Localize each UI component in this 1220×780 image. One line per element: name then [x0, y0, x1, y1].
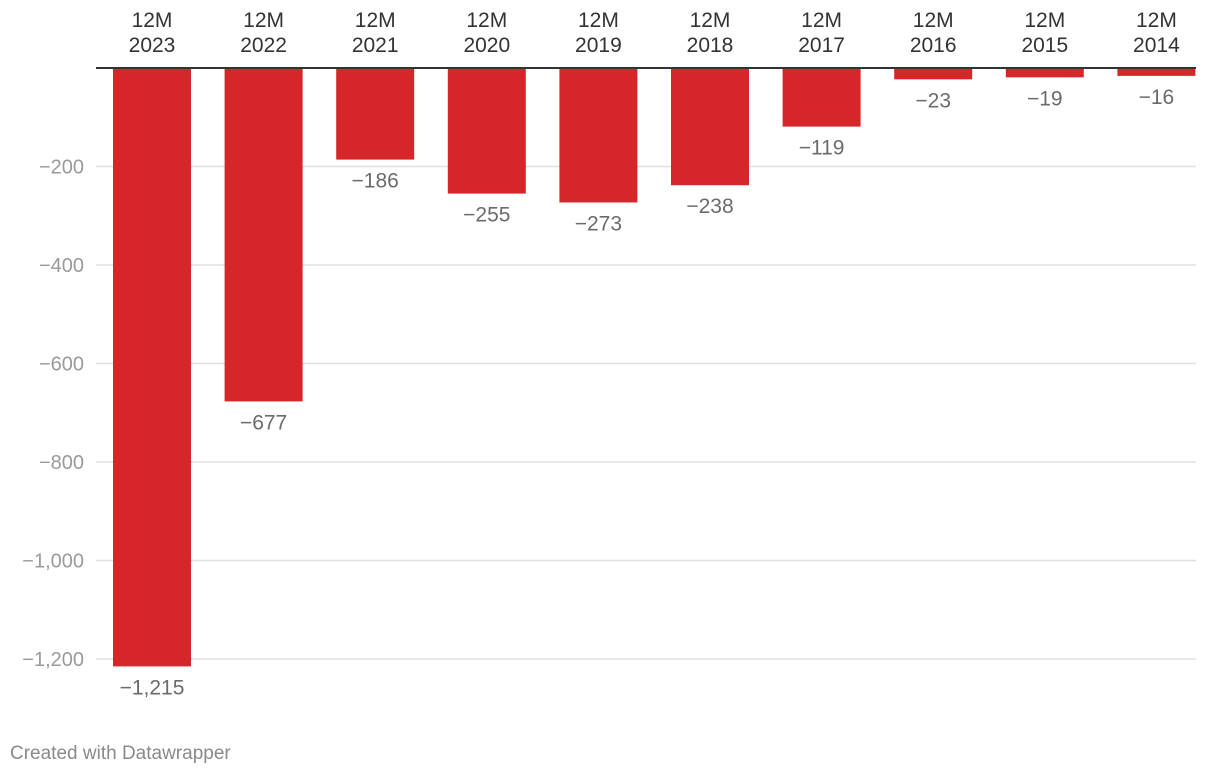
category-label: 12M: [1136, 9, 1177, 32]
bars: [113, 68, 1196, 667]
bar: [1117, 68, 1196, 76]
bar: [336, 68, 415, 160]
bar: [1005, 68, 1084, 78]
y-tick-label: −1,200: [22, 649, 84, 671]
value-label: −677: [240, 411, 287, 434]
category-label: 2018: [687, 34, 734, 57]
category-label: 12M: [801, 9, 842, 32]
bar: [447, 68, 526, 194]
value-label: −186: [352, 170, 399, 193]
category-labels: 12M202312M202212M202112M202012M201912M20…: [129, 9, 1180, 57]
bar: [782, 68, 861, 127]
value-label: −16: [1139, 86, 1175, 109]
category-label: 2020: [463, 34, 510, 57]
category-label: 12M: [913, 9, 954, 32]
category-label: 12M: [355, 9, 396, 32]
y-tick-label: −600: [39, 354, 84, 376]
y-tick-label: −200: [39, 157, 84, 179]
category-label: 12M: [243, 9, 284, 32]
bar-chart: −200−400−600−800−1,000−1,200 12M202312M2…: [22, 9, 1196, 700]
category-label: 12M: [1024, 9, 1065, 32]
category-label: 12M: [690, 9, 731, 32]
category-label: 2015: [1021, 34, 1068, 57]
category-label: 2021: [352, 34, 399, 57]
bar: [894, 68, 973, 80]
category-label: 12M: [578, 9, 619, 32]
value-label: −273: [575, 212, 622, 235]
y-axis-tick-labels: −200 −400 −600 −800 −1,000 −1,200: [22, 157, 84, 672]
value-label: −119: [799, 137, 845, 160]
category-label: 12M: [466, 9, 507, 32]
value-label: −255: [463, 204, 510, 227]
category-label: 2019: [575, 34, 622, 57]
category-label: 2016: [910, 34, 957, 57]
y-tick-label: −1,000: [22, 551, 84, 573]
y-tick-label: −400: [39, 255, 84, 277]
bar: [671, 68, 749, 186]
category-label: 2023: [129, 34, 176, 57]
credit-text: Created with Datawrapper: [10, 743, 231, 764]
bar: [224, 68, 303, 402]
bar: [113, 68, 191, 667]
value-label: −19: [1027, 87, 1063, 110]
category-label: 12M: [132, 9, 173, 32]
value-labels: −1,215 −677 −186 −255 −273 −238 −119 −23 −19 −16: [120, 86, 1175, 700]
category-label: 2017: [798, 34, 845, 57]
value-label: −238: [686, 195, 733, 218]
category-label: 2022: [240, 34, 287, 57]
value-label: −1,215: [120, 676, 185, 699]
bar: [559, 68, 638, 203]
y-tick-label: −800: [39, 452, 84, 474]
value-label: −23: [915, 89, 951, 112]
category-label: 2014: [1133, 34, 1180, 57]
